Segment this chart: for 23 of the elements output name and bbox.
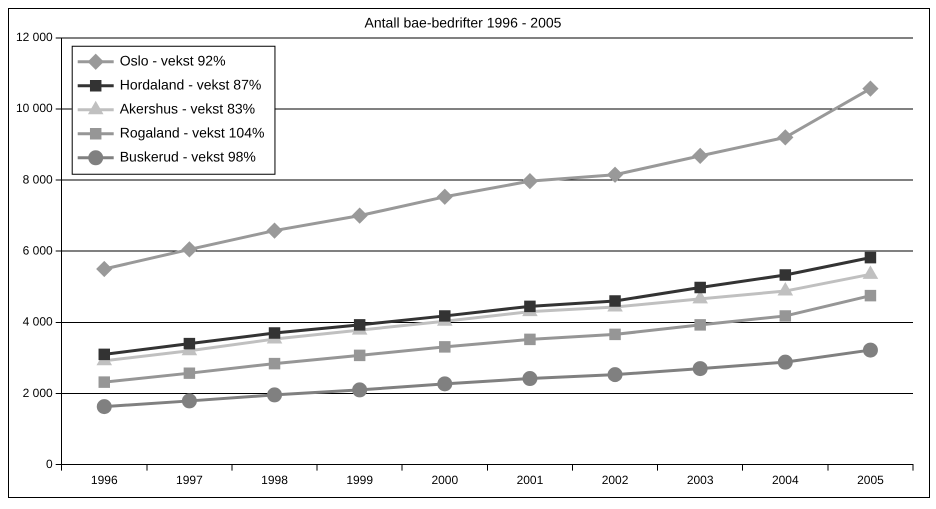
- x-tick-label: 1999: [346, 473, 374, 488]
- chart-title: Antall bae-bedrifter 1996 - 2005: [364, 14, 562, 30]
- x-tick-label: 1998: [261, 473, 288, 488]
- y-tick-label: 10 000: [16, 101, 54, 116]
- legend-label: Hordaland - vekst 87%: [120, 76, 262, 93]
- y-tick-label: 2 000: [22, 386, 54, 400]
- x-tick-label: 2002: [602, 473, 629, 488]
- x-tick-label: 2005: [857, 473, 884, 488]
- x-tick-label: 2000: [431, 473, 458, 488]
- x-tick-label: 2004: [772, 473, 799, 488]
- y-tick-label: 8 000: [22, 172, 54, 186]
- legend-label: Akershus - vekst 83%: [120, 100, 256, 117]
- x-tick-label: 2001: [516, 473, 544, 488]
- y-tick-label: 6 000: [22, 244, 54, 258]
- y-tick-label: 12 000: [16, 30, 54, 44]
- x-tick-label: 1996: [90, 473, 118, 488]
- legend-label: Rogaland - vekst 104%: [120, 124, 264, 141]
- y-tick-label: 4 000: [22, 314, 54, 329]
- legend-label: Buskerud - vekst 98%: [120, 148, 256, 165]
- x-tick-label: 2003: [686, 473, 714, 488]
- x-tick-label: 1997: [176, 473, 204, 488]
- legend-label: Oslo - vekst 92%: [120, 52, 226, 69]
- y-tick-label: 0: [46, 456, 54, 471]
